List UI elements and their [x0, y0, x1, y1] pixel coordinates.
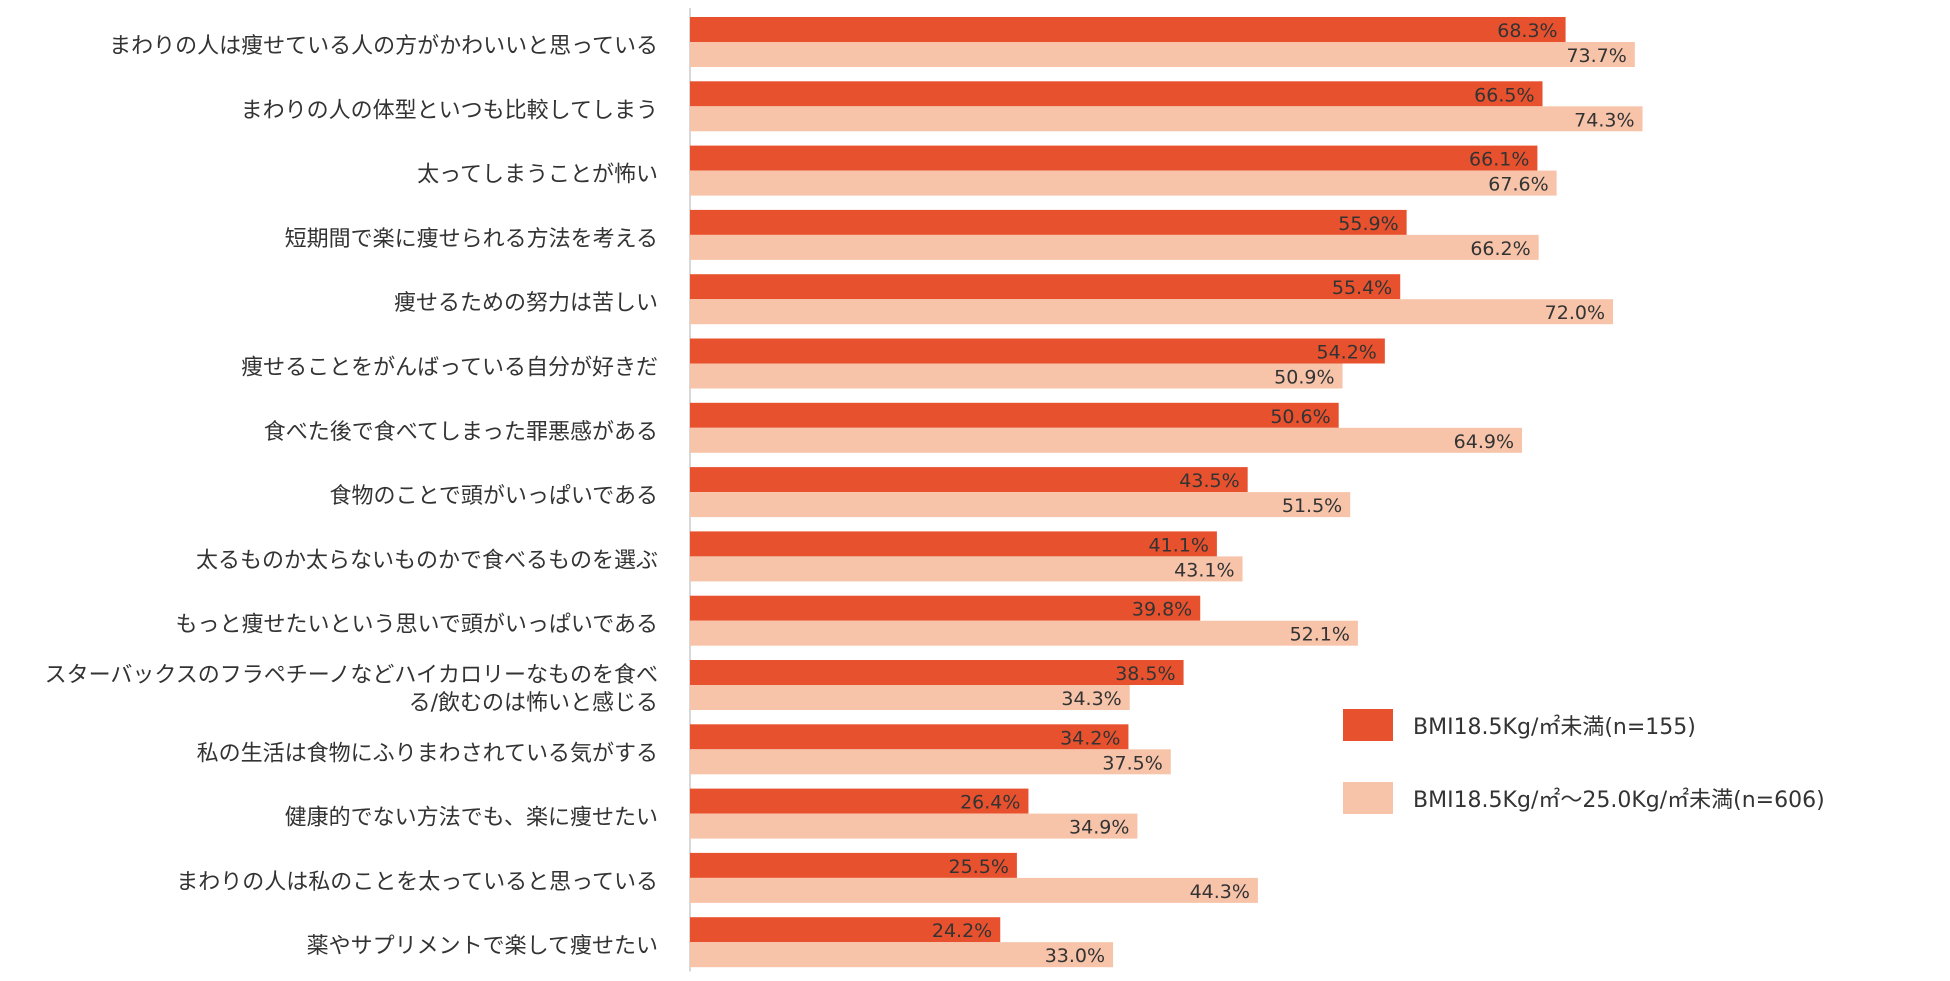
bar-series-1 [690, 145, 1538, 171]
category-label: 健康的でない方法でも、楽に痩せたい [285, 806, 658, 831]
bar-series-2 [690, 749, 1171, 775]
legend-swatch [1343, 709, 1393, 741]
bar-series-1 [690, 852, 1017, 878]
category-label: まわりの人の体型といつも比較してしまう [241, 98, 658, 123]
bar-series-2 [690, 106, 1643, 132]
value-label: 26.4% [960, 792, 1020, 814]
bar-series-1 [690, 724, 1129, 750]
value-label: 25.5% [949, 856, 1009, 878]
category-label: 食べた後で食べてしまった罪悪感がある [264, 420, 658, 445]
value-label: 41.1% [1149, 534, 1209, 556]
legend-label: BMI18.5Kg/㎡未満(n=155) [1413, 714, 1696, 740]
category-label: もっと痩せたいという思いで頭がいっぱいである [176, 613, 658, 638]
category-label: 痩せるための努力は苦しい [394, 291, 658, 316]
bar-series-2 [690, 427, 1523, 453]
value-label: 50.9% [1274, 367, 1334, 389]
value-label: 54.2% [1316, 342, 1376, 364]
value-label: 64.9% [1454, 431, 1514, 453]
value-label: 66.5% [1474, 84, 1534, 106]
value-label: 74.3% [1574, 109, 1634, 131]
bar-series-1 [690, 402, 1339, 428]
legend-label: BMI18.5Kg/㎡〜25.0Kg/㎡未満(n=606) [1413, 787, 1825, 813]
category-label: まわりの人は私のことを太っていると思っている [176, 870, 658, 895]
value-label: 37.5% [1102, 752, 1162, 774]
value-label: 44.3% [1190, 881, 1250, 903]
legend-swatch [1343, 782, 1393, 814]
bar-series-1 [690, 467, 1248, 493]
bar-series-2 [690, 877, 1258, 903]
category-label: 薬やサプリメントで楽して痩せたい [307, 934, 658, 959]
value-label: 51.5% [1282, 495, 1342, 517]
value-label: 72.0% [1545, 302, 1605, 324]
value-label: 68.3% [1497, 20, 1557, 42]
value-label: 52.1% [1290, 624, 1350, 646]
category-label: 太ってしまうことが怖い [417, 163, 658, 188]
value-label: 38.5% [1115, 663, 1175, 685]
value-label: 24.2% [932, 920, 992, 942]
bar-series-2 [690, 942, 1114, 968]
bar-series-1 [690, 209, 1407, 235]
bar-series-1 [690, 595, 1201, 621]
category-label: 食物のことで頭がいっぱいである [330, 484, 658, 509]
value-label: 43.1% [1174, 559, 1234, 581]
category-label: 短期間で楽に痩せられる方法を考える [285, 227, 658, 252]
bar-series-1 [690, 17, 1566, 42]
bar-series-2 [690, 813, 1138, 839]
value-label: 50.6% [1270, 406, 1330, 428]
bar-series-1 [690, 660, 1184, 685]
bar-series-1 [690, 788, 1029, 814]
value-label: 66.2% [1470, 238, 1530, 260]
category-label: 私の生活は食物にふりまわされている気がする [197, 741, 658, 766]
value-label: 34.3% [1061, 688, 1121, 710]
bar-series-2 [690, 42, 1635, 67]
category-label: る/飲むのは怖いと感じる [409, 691, 658, 716]
bar-series-1 [690, 338, 1385, 364]
bar-series-2 [690, 492, 1351, 518]
bar-series-1 [690, 531, 1217, 557]
bar-series-1 [690, 917, 1001, 943]
bar-series-2 [690, 234, 1539, 260]
value-label: 67.6% [1488, 174, 1548, 196]
value-label: 43.5% [1179, 470, 1239, 492]
value-label: 55.9% [1338, 213, 1398, 235]
bar-series-2 [690, 299, 1614, 325]
bar-series-1 [690, 274, 1401, 300]
value-label: 34.2% [1060, 727, 1120, 749]
bar-series-2 [690, 685, 1130, 710]
bar-series-2 [690, 363, 1343, 389]
value-label: 33.0% [1045, 945, 1105, 967]
bar-series-2 [690, 170, 1557, 196]
category-label: 痩せることをがんばっている自分が好きだ [241, 356, 658, 381]
value-label: 34.9% [1069, 817, 1129, 839]
bar-series-2 [690, 556, 1243, 582]
category-label: まわりの人は痩せている人の方がかわいいと思っている [109, 34, 658, 59]
bar-series-1 [690, 81, 1543, 107]
value-label: 66.1% [1469, 149, 1529, 171]
value-label: 39.8% [1132, 599, 1192, 621]
bar-series-2 [690, 620, 1358, 646]
category-label: 太るものか太らないものかで食べるものを選ぶ [196, 548, 658, 573]
value-label: 73.7% [1566, 45, 1626, 67]
value-label: 55.4% [1332, 277, 1392, 299]
category-label: スターバックスのフラペチーノなどハイカロリーなものを食べ [45, 663, 658, 688]
